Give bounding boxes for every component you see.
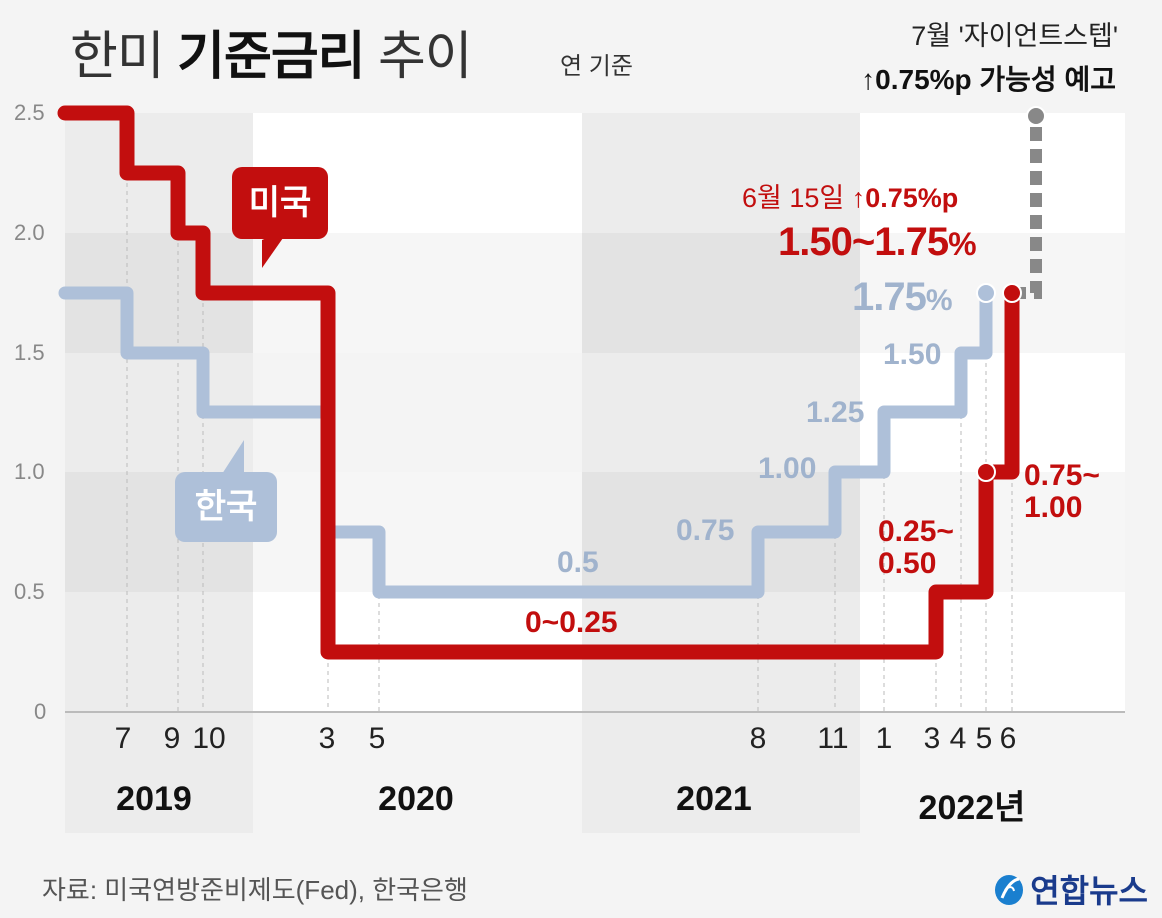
us-label-025-050-bottom: 0.50 bbox=[878, 547, 937, 580]
kr-label-05: 0.5 bbox=[557, 546, 599, 579]
kr-label-150: 1.50 bbox=[883, 338, 942, 371]
us-legend-bubble: 미국 bbox=[232, 167, 328, 239]
forecast-point bbox=[1026, 106, 1046, 126]
kr-current-rate: 1.75% bbox=[852, 275, 953, 320]
month-tick: 11 bbox=[817, 722, 849, 755]
kr-bubble-tail bbox=[222, 440, 244, 474]
kr-legend-bubble: 한국 bbox=[175, 472, 277, 542]
kr-current-value: 1.75 bbox=[852, 275, 927, 319]
pct-sign: % bbox=[948, 226, 976, 262]
source-note: 자료: 미국연방준비제도(Fed), 한국은행 bbox=[42, 875, 468, 905]
month-tick: 4 bbox=[949, 722, 967, 755]
us-label-075-100-bottom: 1.00 bbox=[1024, 491, 1083, 524]
pct-sign: % bbox=[925, 284, 953, 317]
kr-label-125: 1.25 bbox=[806, 396, 865, 429]
june-date-note: 6월 15일 ↑0.75%p bbox=[742, 176, 958, 215]
y-tick: 1.0 bbox=[14, 459, 45, 484]
us-current-range: 1.50~1.75% bbox=[778, 220, 977, 265]
us-label-075-100: 0.75~ 1.00 bbox=[1024, 460, 1100, 524]
us-current-point bbox=[1002, 283, 1022, 303]
month-tick: 5 bbox=[368, 722, 386, 755]
yonhap-logo: 연합뉴스 bbox=[992, 866, 1148, 912]
month-tick: 9 bbox=[163, 722, 181, 755]
month-tick: 7 bbox=[114, 722, 132, 755]
y-tick: 0.5 bbox=[14, 579, 45, 604]
title-part3: 추이 bbox=[377, 28, 473, 86]
month-tick: 1 bbox=[875, 722, 893, 755]
title-part2: 기준금리 bbox=[177, 28, 365, 86]
yonhap-globe-icon bbox=[995, 875, 1024, 905]
month-tick: 3 bbox=[923, 722, 941, 755]
us-current-value: 1.50~1.75 bbox=[778, 220, 949, 264]
y-tick: 2.5 bbox=[14, 100, 45, 125]
title-part1: 한미 bbox=[70, 28, 165, 86]
kr-label-100: 1.00 bbox=[758, 452, 817, 485]
us-rate-line bbox=[57, 105, 1020, 660]
month-tick: 6 bbox=[999, 722, 1017, 755]
y-tick: 2.0 bbox=[14, 220, 45, 245]
month-tick: 3 bbox=[318, 722, 336, 755]
june-date: 6월 15일 bbox=[742, 183, 845, 213]
year-label-2021: 2021 bbox=[676, 780, 752, 818]
year-label-2019: 2019 bbox=[116, 780, 192, 818]
us-label-0-025: 0~0.25 bbox=[525, 606, 618, 639]
logo-text: 연합뉴스 bbox=[1030, 873, 1148, 909]
kr-label-075: 0.75 bbox=[676, 514, 735, 547]
us-label-025-050-top: 0.25~ bbox=[878, 515, 954, 548]
y-tick: 1.5 bbox=[14, 340, 45, 365]
forecast-note-line1: 7월 '자이언트스텝' bbox=[911, 21, 1118, 51]
korea-current-point bbox=[976, 283, 996, 303]
chart-title: 한미 기준금리 추이 bbox=[70, 14, 473, 89]
month-tick: 8 bbox=[749, 722, 767, 755]
month-tick: 10 bbox=[192, 722, 226, 755]
unit-label: 연 기준 bbox=[560, 53, 633, 80]
month-tick: 5 bbox=[975, 722, 993, 755]
year-label-2022: 2022년 bbox=[918, 789, 1026, 827]
us-label-025-050: 0.25~ 0.50 bbox=[878, 516, 954, 580]
year-label-2020: 2020 bbox=[378, 780, 454, 818]
korea-rate-line bbox=[58, 286, 993, 599]
us-label-075-100-top: 0.75~ bbox=[1024, 459, 1100, 492]
june-hike: ↑0.75%p bbox=[851, 183, 959, 213]
y-tick: 0 bbox=[34, 699, 47, 724]
us-may-point bbox=[976, 462, 996, 482]
forecast-note-line2: ↑0.75%p 가능성 예고 bbox=[861, 64, 1116, 95]
